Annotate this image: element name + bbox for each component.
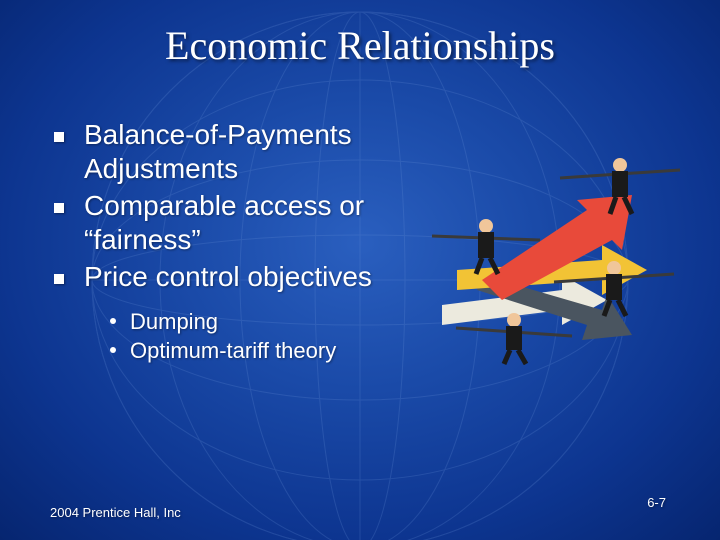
sub-bullet-item: Optimum-tariff theory	[110, 337, 434, 365]
bullet-item: Comparable access or “fairness”	[54, 189, 434, 256]
dot-bullet-icon	[110, 347, 116, 353]
sub-bullet-text: Dumping	[130, 308, 218, 336]
dot-bullet-icon	[110, 318, 116, 324]
slide-title: Economic Relationships	[0, 22, 720, 69]
square-bullet-icon	[54, 203, 64, 213]
square-bullet-icon	[54, 132, 64, 142]
footer-copyright: 2004 Prentice Hall, Inc	[50, 505, 181, 520]
slide-root: Economic Relationships Balance-of-Paymen…	[0, 0, 720, 540]
bullet-text: Balance-of-Payments Adjustments	[84, 118, 434, 185]
sub-bullet-list: Dumping Optimum-tariff theory	[110, 308, 434, 365]
slide-number: 6-7	[647, 495, 666, 510]
bullet-list: Balance-of-Payments Adjustments Comparab…	[54, 118, 434, 367]
bullet-text: Comparable access or “fairness”	[84, 189, 434, 256]
bullet-text: Price control objectives	[84, 260, 372, 294]
clipart-tightrope-arrows	[422, 140, 692, 365]
sub-bullet-item: Dumping	[110, 308, 434, 336]
square-bullet-icon	[54, 274, 64, 284]
bullet-item: Price control objectives	[54, 260, 434, 294]
sub-bullet-text: Optimum-tariff theory	[130, 337, 336, 365]
bullet-item: Balance-of-Payments Adjustments	[54, 118, 434, 185]
